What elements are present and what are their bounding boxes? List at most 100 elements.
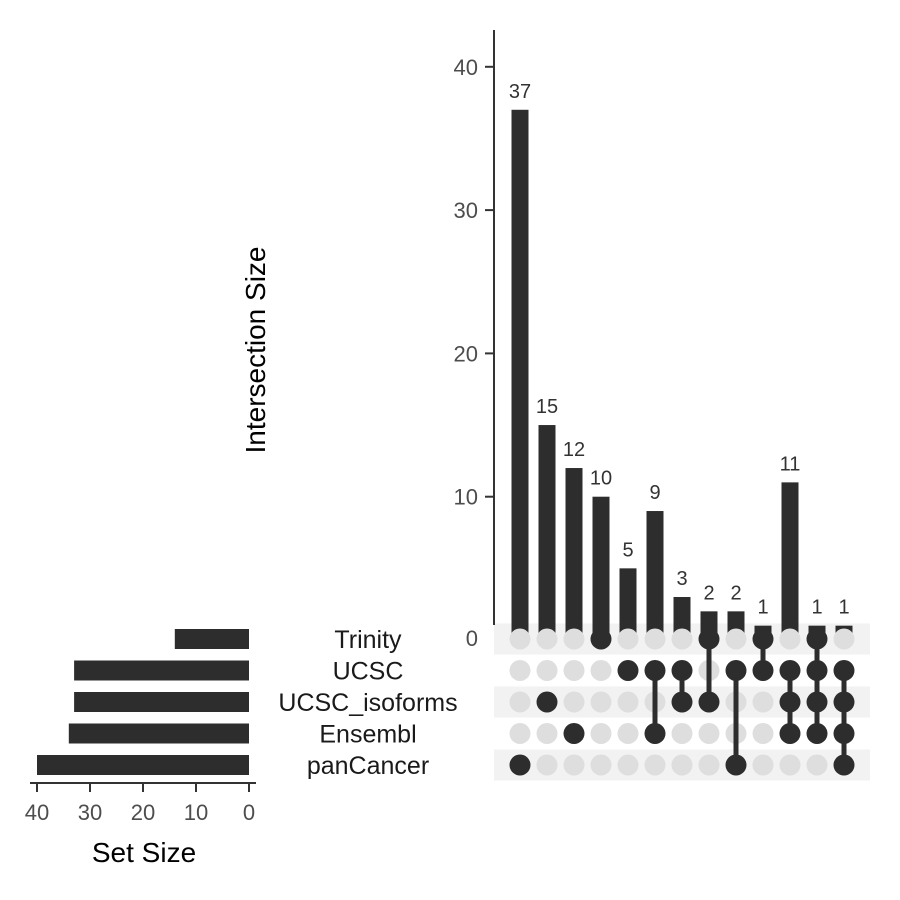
matrix-dot-active-3-Ensembl xyxy=(563,723,585,744)
matrix-dot-inactive-7-Ensembl xyxy=(671,723,693,744)
intersection-bar-11 xyxy=(781,482,799,640)
intersection-bar-label-4: 10 xyxy=(590,468,612,490)
set-label-Trinity: Trinity xyxy=(334,626,402,654)
matrix-dot-active-9-UCSC xyxy=(725,660,747,681)
set-size-tick-label-0: 0 xyxy=(243,800,255,825)
matrix-dot-inactive-10-Ensembl xyxy=(752,723,774,744)
matrix-dot-inactive-2-Trinity xyxy=(536,628,558,650)
intersection-bar-6 xyxy=(646,511,664,640)
intersection-bar-label-13: 1 xyxy=(838,597,849,619)
set-size-tick-label-10: 10 xyxy=(184,800,208,825)
intersection-bar-2 xyxy=(538,425,556,640)
set-size-x-axis: 40 30 20 10 0 xyxy=(25,782,256,825)
set-size-axis-title: Set Size xyxy=(92,837,196,868)
matrix-dot-inactive-5-Trinity xyxy=(617,628,639,650)
intersection-tick-label-0: 0 xyxy=(466,626,478,651)
intersection-bar-label-2: 15 xyxy=(536,396,558,418)
matrix-dot-active-6-Ensembl xyxy=(644,723,666,744)
matrix-dot-inactive-4-Ensembl xyxy=(590,723,612,744)
set-size-tick-label-20: 20 xyxy=(131,800,155,825)
matrix-dot-inactive-1-Trinity xyxy=(509,628,531,650)
intersection-bar-label-3: 12 xyxy=(563,439,585,461)
matrix-dot-inactive-13-Trinity xyxy=(833,628,855,650)
intersection-bar-label-10: 1 xyxy=(757,597,768,619)
matrix-dot-inactive-7-Trinity xyxy=(671,628,693,650)
matrix-dot-inactive-1-UCSC_isoforms xyxy=(509,691,531,713)
matrix-dot-inactive-8-Ensembl xyxy=(698,723,720,744)
matrix-dot-inactive-5-Ensembl xyxy=(617,723,639,744)
matrix-dot-active-13-UCSC xyxy=(833,660,855,681)
matrix-dot-active-9-panCancer xyxy=(725,754,747,776)
set-size-bar-Ensembl xyxy=(68,723,249,744)
intersection-bar-label-12: 1 xyxy=(811,597,822,619)
matrix-dot-active-7-UCSC_isoforms xyxy=(671,691,693,713)
set-size-tick-label-30: 30 xyxy=(78,800,102,825)
set-size-bars xyxy=(37,629,249,775)
matrix-dot-active-11-UCSC_isoforms xyxy=(779,691,801,713)
matrix-dot-inactive-1-Ensembl xyxy=(509,723,531,744)
matrix-dot-active-8-Trinity xyxy=(698,628,720,650)
set-label-Ensembl: Ensembl xyxy=(319,721,416,749)
set-label-UCSC: UCSC xyxy=(333,658,404,686)
matrix-dot-active-10-Trinity xyxy=(752,628,774,650)
matrix-dot-inactive-1-UCSC xyxy=(509,660,531,681)
matrix-dot-active-13-panCancer xyxy=(833,754,855,776)
intersection-tick-label-10: 10 xyxy=(454,485,478,510)
matrix-dot-inactive-5-UCSC_isoforms xyxy=(617,691,639,713)
intersection-bar-4 xyxy=(592,496,610,640)
matrix-dot-inactive-8-panCancer xyxy=(698,754,720,776)
matrix-dot-inactive-10-UCSC_isoforms xyxy=(752,691,774,713)
matrix-dot-active-12-Ensembl xyxy=(806,723,828,744)
matrix-dot-inactive-11-Trinity xyxy=(779,628,801,650)
matrix-dot-inactive-6-Trinity xyxy=(644,628,666,650)
set-name-labels: Trinity UCSC UCSC_isoforms Ensembl panCancer xyxy=(278,626,457,780)
matrix-dot-active-12-UCSC xyxy=(806,660,828,681)
intersection-bar-label-8: 2 xyxy=(703,582,714,604)
intersection-bar-label-5: 5 xyxy=(622,539,633,561)
intersection-bar-label-6: 9 xyxy=(649,482,660,504)
intersection-bar-3 xyxy=(565,468,583,640)
matrix-dot-inactive-10-panCancer xyxy=(752,754,774,776)
intersection-bars xyxy=(511,109,853,641)
matrix-dot-active-13-UCSC_isoforms xyxy=(833,691,855,713)
set-label-panCancer: panCancer xyxy=(307,752,429,780)
matrix-dot-inactive-6-panCancer xyxy=(644,754,666,776)
matrix-dot-inactive-2-panCancer xyxy=(536,754,558,776)
intersection-bar-1 xyxy=(511,109,529,641)
matrix-dot-active-10-UCSC xyxy=(752,660,774,681)
intersection-bar-label-7: 3 xyxy=(676,568,687,590)
set-size-bar-UCSC_isoforms xyxy=(74,692,249,712)
intersection-bar-7 xyxy=(673,597,691,640)
matrix-dot-inactive-5-panCancer xyxy=(617,754,639,776)
intersection-tick-label-20: 20 xyxy=(454,341,478,366)
intersection-matrix xyxy=(509,628,855,776)
matrix-dot-inactive-3-UCSC_isoforms xyxy=(563,691,585,713)
matrix-dot-active-12-Trinity xyxy=(806,628,828,650)
intersection-bar-label-9: 2 xyxy=(730,582,741,604)
intersection-bar-5 xyxy=(619,568,637,640)
set-size-bar-UCSC xyxy=(74,660,249,681)
matrix-dot-inactive-2-UCSC xyxy=(536,660,558,681)
matrix-dot-active-8-UCSC_isoforms xyxy=(698,691,720,713)
matrix-dot-active-4-Trinity xyxy=(590,628,612,650)
matrix-dot-inactive-3-UCSC xyxy=(563,660,585,681)
intersection-tick-label-40: 40 xyxy=(454,55,478,80)
intersection-bar-label-11: 11 xyxy=(780,453,801,475)
intersection-y-axis: 0 10 20 30 40 xyxy=(454,30,495,651)
matrix-dot-active-11-UCSC xyxy=(779,660,801,681)
matrix-dot-active-12-UCSC_isoforms xyxy=(806,691,828,713)
set-size-tick-label-40: 40 xyxy=(25,800,49,825)
intersection-y-axis-title: Intersection Size xyxy=(240,247,271,454)
intersection-tick-label-30: 30 xyxy=(454,198,478,223)
matrix-dot-active-7-UCSC xyxy=(671,660,693,681)
matrix-dot-active-5-UCSC xyxy=(617,660,639,681)
intersection-bar-label-1: 37 xyxy=(509,81,531,103)
matrix-dot-active-2-UCSC_isoforms xyxy=(536,691,558,713)
matrix-dot-inactive-9-Trinity xyxy=(725,628,747,650)
matrix-dot-inactive-4-UCSC_isoforms xyxy=(590,691,612,713)
set-size-bar-Trinity xyxy=(174,629,249,649)
matrix-dot-inactive-7-panCancer xyxy=(671,754,693,776)
matrix-dot-active-11-Ensembl xyxy=(779,723,801,744)
